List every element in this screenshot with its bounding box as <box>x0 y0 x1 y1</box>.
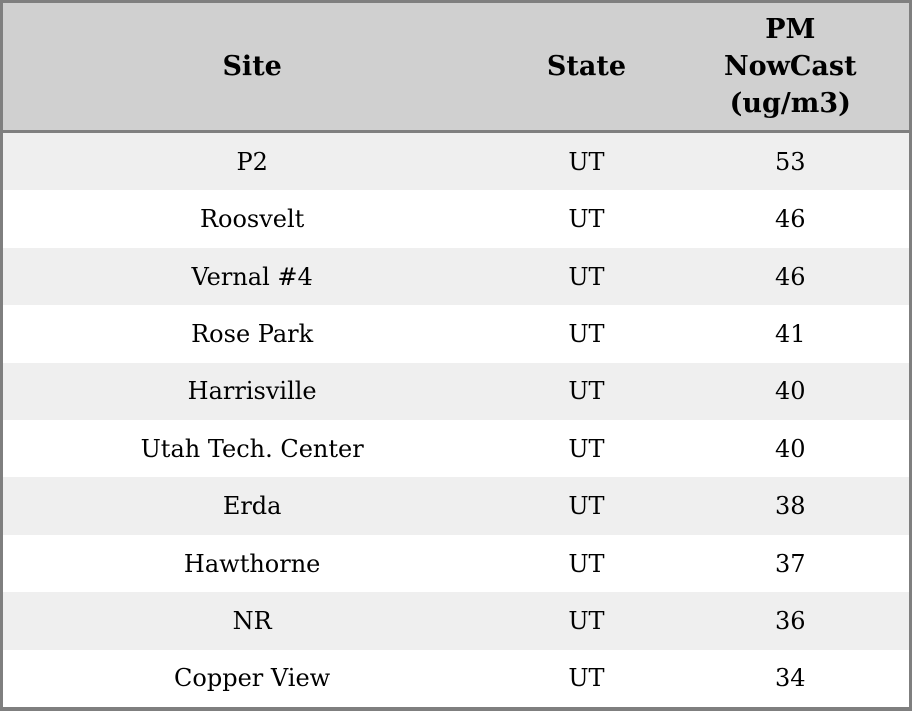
state-cell: UT <box>568 262 605 291</box>
pm-nowcast-cell: 40 <box>775 434 806 463</box>
state-cell: UT <box>568 377 605 406</box>
table-row: Roosvelt UT 46 <box>3 190 909 248</box>
table-row: Hawthorne UT 37 <box>3 534 909 593</box>
pm-nowcast-cell: 46 <box>775 262 806 291</box>
pm-nowcast-cell: 37 <box>775 549 806 578</box>
pm-nowcast-cell: 38 <box>775 492 806 521</box>
site-cell: Harrisville <box>187 377 317 406</box>
state-cell: UT <box>568 147 605 176</box>
site-cell: NR <box>232 606 272 635</box>
pm-nowcast-cell: 34 <box>775 664 806 693</box>
site-cell: P2 <box>236 147 268 176</box>
state-cell: UT <box>568 664 605 693</box>
pm-nowcast-cell: 36 <box>775 606 806 635</box>
table-row: Utah Tech. Center UT 40 <box>3 420 909 478</box>
table-row: Rose Park UT 41 <box>3 305 909 363</box>
site-cell: Erda <box>222 492 282 521</box>
table-row: Harrisville UT 40 <box>3 362 909 421</box>
site-cell: Rose Park <box>191 319 314 348</box>
column-header-pm-nowcast: PM NowCast (ug/m3) <box>723 14 857 119</box>
state-cell: UT <box>568 319 605 348</box>
state-cell: UT <box>568 434 605 463</box>
site-cell: Copper View <box>174 664 331 693</box>
site-cell: Hawthorne <box>183 549 321 578</box>
pm-nowcast-cell: 41 <box>775 319 806 348</box>
site-cell: Vernal #4 <box>191 262 313 291</box>
state-cell: UT <box>568 606 605 635</box>
table-body: P2 UT 53 Roosvelt UT 46 Vernal #4 UT 46 Rose Park… <box>3 133 909 707</box>
pm-nowcast-cell: 53 <box>775 147 806 176</box>
table-row: P2 UT 53 <box>3 133 909 191</box>
table-row: NR UT 36 <box>3 592 909 650</box>
table-row: Vernal #4 UT 46 <box>3 247 909 306</box>
state-cell: UT <box>568 549 605 578</box>
site-cell: Roosvelt <box>199 205 305 234</box>
table-header-row: Site State PM NowCast (ug/m3) <box>3 3 909 133</box>
table-row: Erda UT 38 <box>3 477 909 535</box>
pm-nowcast-cell: 46 <box>775 205 806 234</box>
pm-nowcast-cell: 40 <box>775 377 806 406</box>
site-cell: Utah Tech. Center <box>140 434 364 463</box>
column-header-state: State <box>546 51 627 82</box>
state-cell: UT <box>568 205 605 234</box>
state-cell: UT <box>568 492 605 521</box>
table-row: Copper View UT 34 <box>3 649 909 707</box>
column-header-site: Site <box>222 51 282 82</box>
